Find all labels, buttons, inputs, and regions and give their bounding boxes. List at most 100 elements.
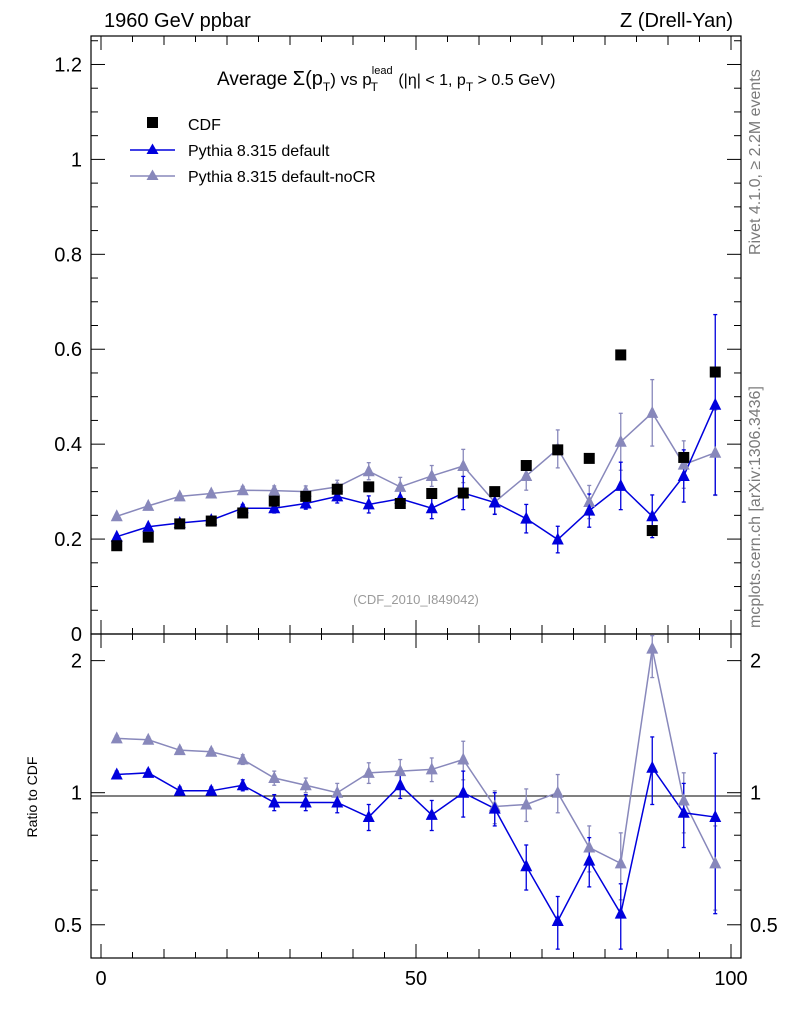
ratio-point-default (110, 767, 123, 780)
ratio-y-tick-labels: 0.5 0.5 1 1 2 2 (54, 651, 778, 937)
ratio-point-default (551, 914, 564, 927)
main-line-nocr (116, 411, 716, 518)
x-tick-labels: 0 50 100 (95, 968, 747, 990)
ratio-markers (110, 641, 722, 927)
ratio-point-nocr (677, 793, 690, 806)
main-point-default (646, 509, 659, 522)
ratio-point-default (142, 765, 155, 778)
main-y-tick-label: 0.4 (54, 434, 82, 456)
ratio-frame (90, 633, 742, 959)
legend-nocr-marker (146, 169, 159, 180)
main-y-tick-label: 1.2 (54, 54, 82, 76)
ratio-point-default (236, 778, 249, 791)
main-point-default (299, 496, 312, 509)
ratio-point-nocr (110, 731, 123, 744)
ratio-point-default (205, 783, 218, 796)
main-point-nocr (520, 468, 533, 481)
side-label-rivet: Rivet 4.1.0, ≥ 2.2M events (747, 69, 764, 255)
main-point-cdf (268, 495, 280, 507)
ratio-y-tick-label-right: 1 (750, 783, 761, 805)
main-point-nocr (236, 483, 249, 496)
main-point-nocr (425, 468, 438, 481)
main-point-default (520, 511, 533, 524)
main-point-cdf (457, 487, 469, 499)
title-vs: ) vs p (330, 70, 372, 89)
ratio-y-label: Ratio to CDF (24, 757, 40, 838)
ratio-point-nocr (205, 744, 218, 757)
main-point-default (551, 532, 564, 545)
main-point-nocr (205, 486, 218, 499)
ratio-point-default (457, 785, 470, 798)
main-point-cdf (300, 490, 312, 502)
x-tick-label: 50 (405, 968, 427, 990)
title-cut-end: > 0.5 GeV) (473, 72, 555, 89)
main-point-default (142, 519, 155, 532)
ratio-point-default (394, 778, 407, 791)
ratio-y-tick-label-right: 0.5 (750, 915, 778, 937)
main-point-nocr (173, 489, 186, 502)
ratio-line-default (116, 765, 716, 923)
ratio-y-tick-label: 0.5 (54, 915, 82, 937)
main-y-tick-label: 0.2 (54, 529, 82, 551)
ratio-point-default (425, 807, 438, 820)
main-point-cdf (174, 518, 186, 530)
ratio-point-nocr (142, 732, 155, 745)
main-point-cdf (646, 525, 658, 537)
main-point-nocr (583, 495, 596, 508)
legend-cdf-label: CDF (188, 117, 221, 134)
main-y-tick-label: 0.6 (54, 339, 82, 361)
ratio-point-default (614, 906, 627, 919)
ratio-point-default (331, 795, 344, 808)
main-point-cdf (237, 507, 249, 519)
main-point-default (110, 529, 123, 542)
title-cut: (|η| < 1, p (394, 72, 466, 89)
chart-title: Average Σ(pT) vs plead T (|η| < 1, pT > 0… (217, 65, 555, 94)
ratio-point-default (268, 795, 281, 808)
main-point-default (709, 397, 722, 410)
ratio-y-tick-label-right: 2 (750, 651, 761, 673)
ratio-point-default (520, 859, 533, 872)
main-y-tick-label: 1 (71, 149, 82, 171)
ratio-point-default (299, 795, 312, 808)
title-sub-t1: T (323, 80, 331, 94)
main-point-nocr (677, 457, 690, 470)
main-point-nocr (142, 498, 155, 511)
ratio-point-nocr (614, 856, 627, 869)
title-sub-t2: T (371, 80, 379, 94)
main-point-default (677, 468, 690, 481)
ratio-point-nocr (173, 743, 186, 756)
main-point-cdf (489, 486, 501, 498)
main-point-nocr (110, 509, 123, 522)
main-point-cdf (615, 349, 627, 361)
ratio-panel: 0.5 0.5 1 1 2 2 (54, 633, 778, 959)
ratio-point-default (709, 810, 722, 823)
ratio-point-nocr (646, 641, 659, 654)
legend-cdf-marker (147, 117, 158, 128)
ratio-point-nocr (394, 764, 407, 777)
ratio-point-default (173, 783, 186, 796)
side-label-mcplots: mcplots.cern.ch [arXiv:1306.3436] (747, 386, 764, 628)
main-point-cdf (205, 515, 217, 527)
legend-default-marker (146, 143, 159, 154)
main-point-default (488, 495, 501, 508)
main-point-cdf (363, 481, 375, 493)
ratio-y-tick-label: 1 (71, 783, 82, 805)
main-point-default (583, 503, 596, 516)
main-error-bars (114, 313, 718, 554)
ratio-point-nocr (457, 752, 470, 765)
ratio-point-default (583, 853, 596, 866)
main-point-default (614, 478, 627, 491)
main-point-cdf (394, 497, 406, 509)
main-point-nocr (614, 434, 627, 447)
main-point-cdf (520, 460, 532, 472)
legend: CDF Pythia 8.315 default Pythia 8.315 de… (130, 117, 376, 186)
ratio-point-default (362, 810, 375, 823)
ratio-point-nocr (268, 771, 281, 784)
legend-nocr-label: Pythia 8.315 default-noCR (188, 169, 376, 186)
main-point-nocr (394, 479, 407, 492)
main-point-nocr (362, 464, 375, 477)
main-markers (110, 349, 722, 552)
ratio-point-nocr (299, 778, 312, 791)
ratio-point-default (488, 801, 501, 814)
